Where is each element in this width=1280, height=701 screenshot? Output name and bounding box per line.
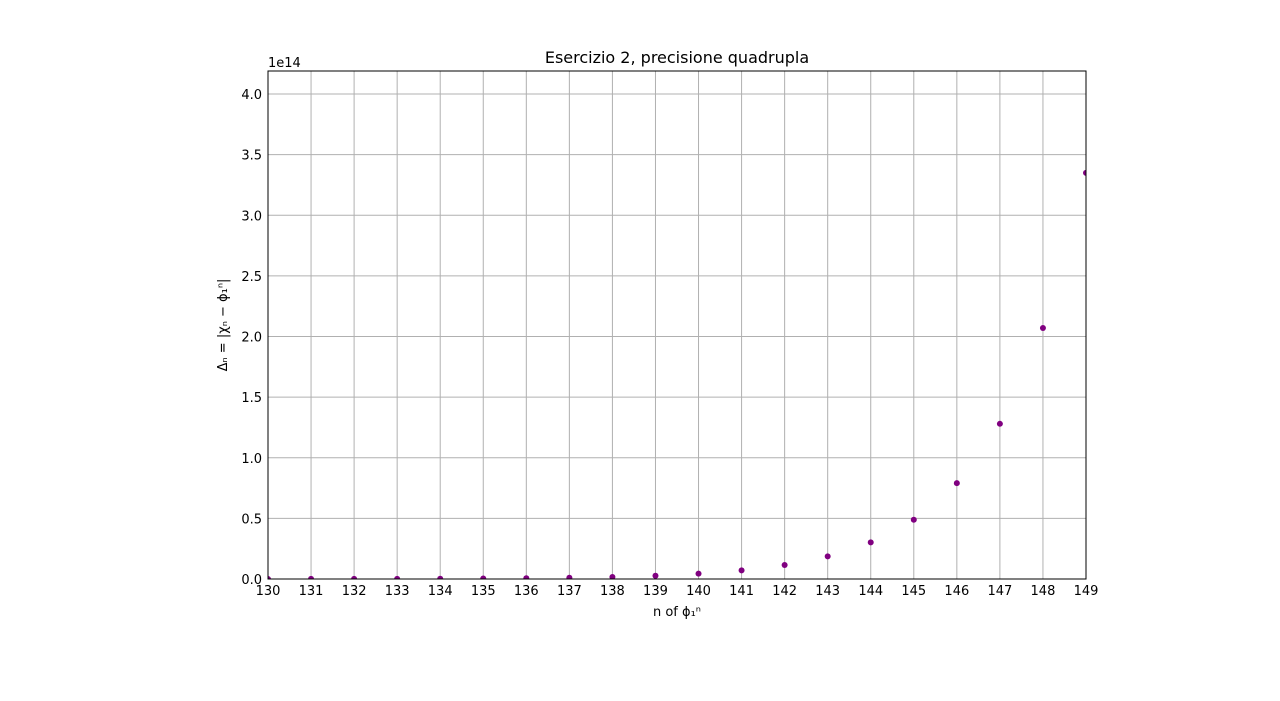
x-tick-label: 137 (557, 584, 582, 599)
point (695, 570, 702, 577)
x-tick-label: 140 (686, 584, 711, 599)
x-tick-label: 146 (944, 584, 969, 599)
x-tick-label: 132 (342, 584, 367, 599)
x-axis-label: n of ϕ₁ⁿ (653, 605, 701, 620)
y-tick-label: 2.5 (241, 270, 262, 285)
y-tick-label: 1.0 (241, 452, 262, 467)
point (1039, 325, 1046, 332)
point (268, 575, 271, 579)
x-tick-label: 148 (1031, 584, 1056, 599)
x-tick-label: 138 (600, 584, 625, 599)
point (996, 420, 1003, 427)
y-tick-label: 0.5 (241, 512, 262, 527)
x-tick-label: 139 (643, 584, 668, 599)
x-tick-label: 131 (299, 584, 324, 599)
x-tick-label: 142 (772, 584, 797, 599)
grid (267, 71, 1087, 580)
y-axis-label: Δₙ = |χₙ − ϕ₁ⁿ| (216, 279, 231, 372)
y-tick-label: 4.0 (241, 88, 262, 103)
plot-area (268, 169, 1086, 579)
x-tick-label: 135 (471, 584, 496, 599)
chart-title: Esercizio 2, precisione quadrupla (545, 48, 809, 67)
point (437, 575, 444, 579)
y-tick-label: 0.0 (241, 573, 262, 588)
point (910, 516, 917, 523)
x-tick-label: 134 (428, 584, 453, 599)
point (308, 575, 315, 579)
x-tick-label: 130 (256, 584, 281, 599)
x-tick-label: 147 (987, 584, 1012, 599)
point (738, 567, 745, 574)
y-tick-label: 3.0 (241, 209, 262, 224)
y-tick-label: 1.5 (241, 391, 262, 406)
y-tick-label: 3.5 (241, 149, 262, 164)
axes-frame (267, 70, 1087, 580)
point (652, 572, 659, 579)
point (566, 574, 573, 579)
point (609, 573, 616, 579)
point (351, 575, 358, 579)
x-tick-label: 136 (514, 584, 539, 599)
x-tick-label: 141 (729, 584, 754, 599)
x-tick-label: 133 (385, 584, 410, 599)
x-tick-label: 149 (1074, 584, 1099, 599)
point (953, 480, 960, 487)
point (867, 539, 874, 546)
x-tick-label: 145 (901, 584, 926, 599)
point (781, 562, 788, 569)
point (824, 553, 831, 560)
point (1083, 169, 1086, 176)
y-offset-label: 1e14 (268, 56, 301, 71)
y-tick-label: 2.0 (241, 331, 262, 346)
point (394, 575, 401, 579)
point (523, 575, 530, 579)
point (480, 575, 487, 579)
x-tick-label: 144 (858, 584, 883, 599)
x-tick-label: 143 (815, 584, 840, 599)
